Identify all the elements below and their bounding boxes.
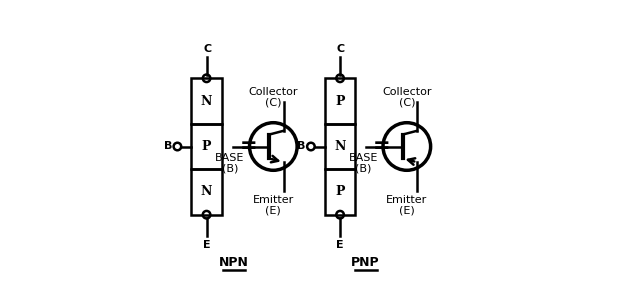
Text: =: = xyxy=(239,137,257,156)
Text: N: N xyxy=(201,95,212,108)
Text: NPN: NPN xyxy=(219,256,249,269)
Text: N: N xyxy=(201,185,212,198)
Bar xyxy=(325,124,355,169)
Text: (B): (B) xyxy=(222,164,238,174)
Text: N: N xyxy=(334,140,346,153)
Text: Emitter: Emitter xyxy=(253,195,294,205)
Text: (E): (E) xyxy=(266,205,281,215)
Bar xyxy=(191,78,222,124)
Bar xyxy=(191,169,222,215)
Text: E: E xyxy=(336,240,344,250)
Text: C: C xyxy=(337,44,345,54)
Text: P: P xyxy=(336,95,345,108)
Text: Collector: Collector xyxy=(382,87,432,97)
Text: (C): (C) xyxy=(399,97,415,107)
Text: (C): (C) xyxy=(265,97,282,107)
Text: =: = xyxy=(372,137,390,156)
Text: P: P xyxy=(202,140,211,153)
Text: E: E xyxy=(202,240,211,250)
Text: C: C xyxy=(203,44,211,54)
Text: PNP: PNP xyxy=(351,256,379,269)
Bar xyxy=(325,169,355,215)
Text: P: P xyxy=(336,185,345,198)
Text: B: B xyxy=(298,142,306,151)
Text: (E): (E) xyxy=(399,205,415,215)
Text: Emitter: Emitter xyxy=(386,195,428,205)
Text: BASE: BASE xyxy=(215,153,244,163)
Bar xyxy=(325,78,355,124)
Text: BASE: BASE xyxy=(349,153,378,163)
Text: Collector: Collector xyxy=(249,87,298,97)
Text: B: B xyxy=(164,142,172,151)
Text: (B): (B) xyxy=(355,164,371,174)
Bar xyxy=(191,124,222,169)
